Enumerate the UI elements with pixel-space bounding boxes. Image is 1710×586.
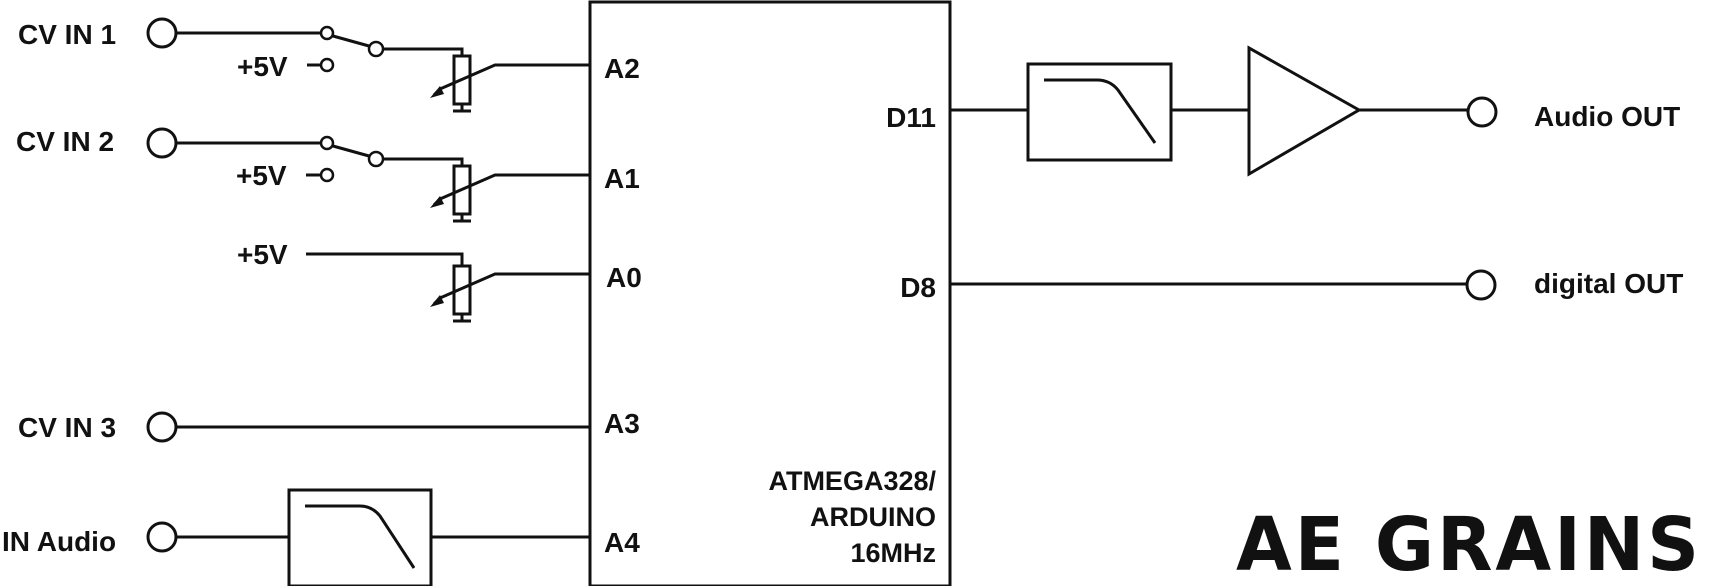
mcu-name-line2: ARDUINO [810, 502, 936, 532]
audio-out-label: Audio OUT [1534, 101, 1680, 132]
switch-2-pivot [367, 150, 385, 168]
digital-out-jack [1465, 269, 1497, 301]
cv-in-3-label: CV IN 3 [18, 412, 116, 443]
mcu-name-line1: ATMEGA328/ [768, 466, 936, 496]
switch-1-contact-b [319, 57, 335, 73]
audio-in-label: IN Audio [2, 526, 116, 557]
cv-in-3-circuit [146, 411, 590, 443]
plus5v-a0-circuit [306, 252, 590, 323]
switch-1-contact-a [319, 25, 335, 41]
cv-in-1-label: CV IN 1 [18, 19, 116, 50]
plus5v-label-3: +5V [237, 239, 288, 270]
brand-logo: AE GRAINS [1236, 502, 1702, 586]
audio-in-jack [146, 521, 178, 553]
switch-2-contact-a [319, 135, 335, 151]
pin-a2: A2 [604, 53, 640, 84]
pin-a1: A1 [604, 163, 640, 194]
output-lowpass-filter [1026, 62, 1173, 162]
digital-out-label: digital OUT [1534, 268, 1683, 299]
pin-a4: A4 [604, 527, 640, 558]
plus5v-label-2: +5V [236, 160, 287, 191]
pin-d8: D8 [900, 272, 936, 303]
potentiometer-2 [430, 164, 590, 223]
switch-1-lever [332, 34, 370, 48]
pin-d11: D11 [886, 102, 936, 133]
digital-out-circuit [950, 269, 1497, 301]
input-lowpass-filter [287, 488, 433, 586]
potentiometer-1 [430, 54, 590, 113]
potentiometer-3 [430, 264, 590, 323]
mcu-name-line3: 16MHz [850, 538, 936, 568]
cv-in-3-jack [146, 411, 178, 443]
audio-out-circuit [950, 45, 1498, 177]
cv-in-2-jack [146, 127, 178, 159]
cv-in-2-label: CV IN 2 [16, 126, 114, 157]
pin-a0: A0 [606, 262, 642, 293]
plus5v-label-1: +5V [237, 51, 288, 82]
switch-2-contact-b [319, 167, 335, 183]
cv-in-1-circuit [146, 17, 590, 113]
microcontroller: A2 A1 A0 A3 A4 D11 D8 ATMEGA328/ ARDUINO… [588, 0, 952, 586]
switch-1-pivot [367, 40, 385, 58]
pin-a3: A3 [604, 408, 640, 439]
mcu-box [588, 0, 952, 586]
output-amplifier [1247, 45, 1363, 177]
cv-in-1-jack [146, 17, 178, 49]
switch-2-lever [332, 144, 370, 158]
audio-in-circuit [146, 488, 590, 586]
audio-out-jack [1466, 96, 1498, 128]
cv-in-2-circuit [146, 127, 590, 223]
